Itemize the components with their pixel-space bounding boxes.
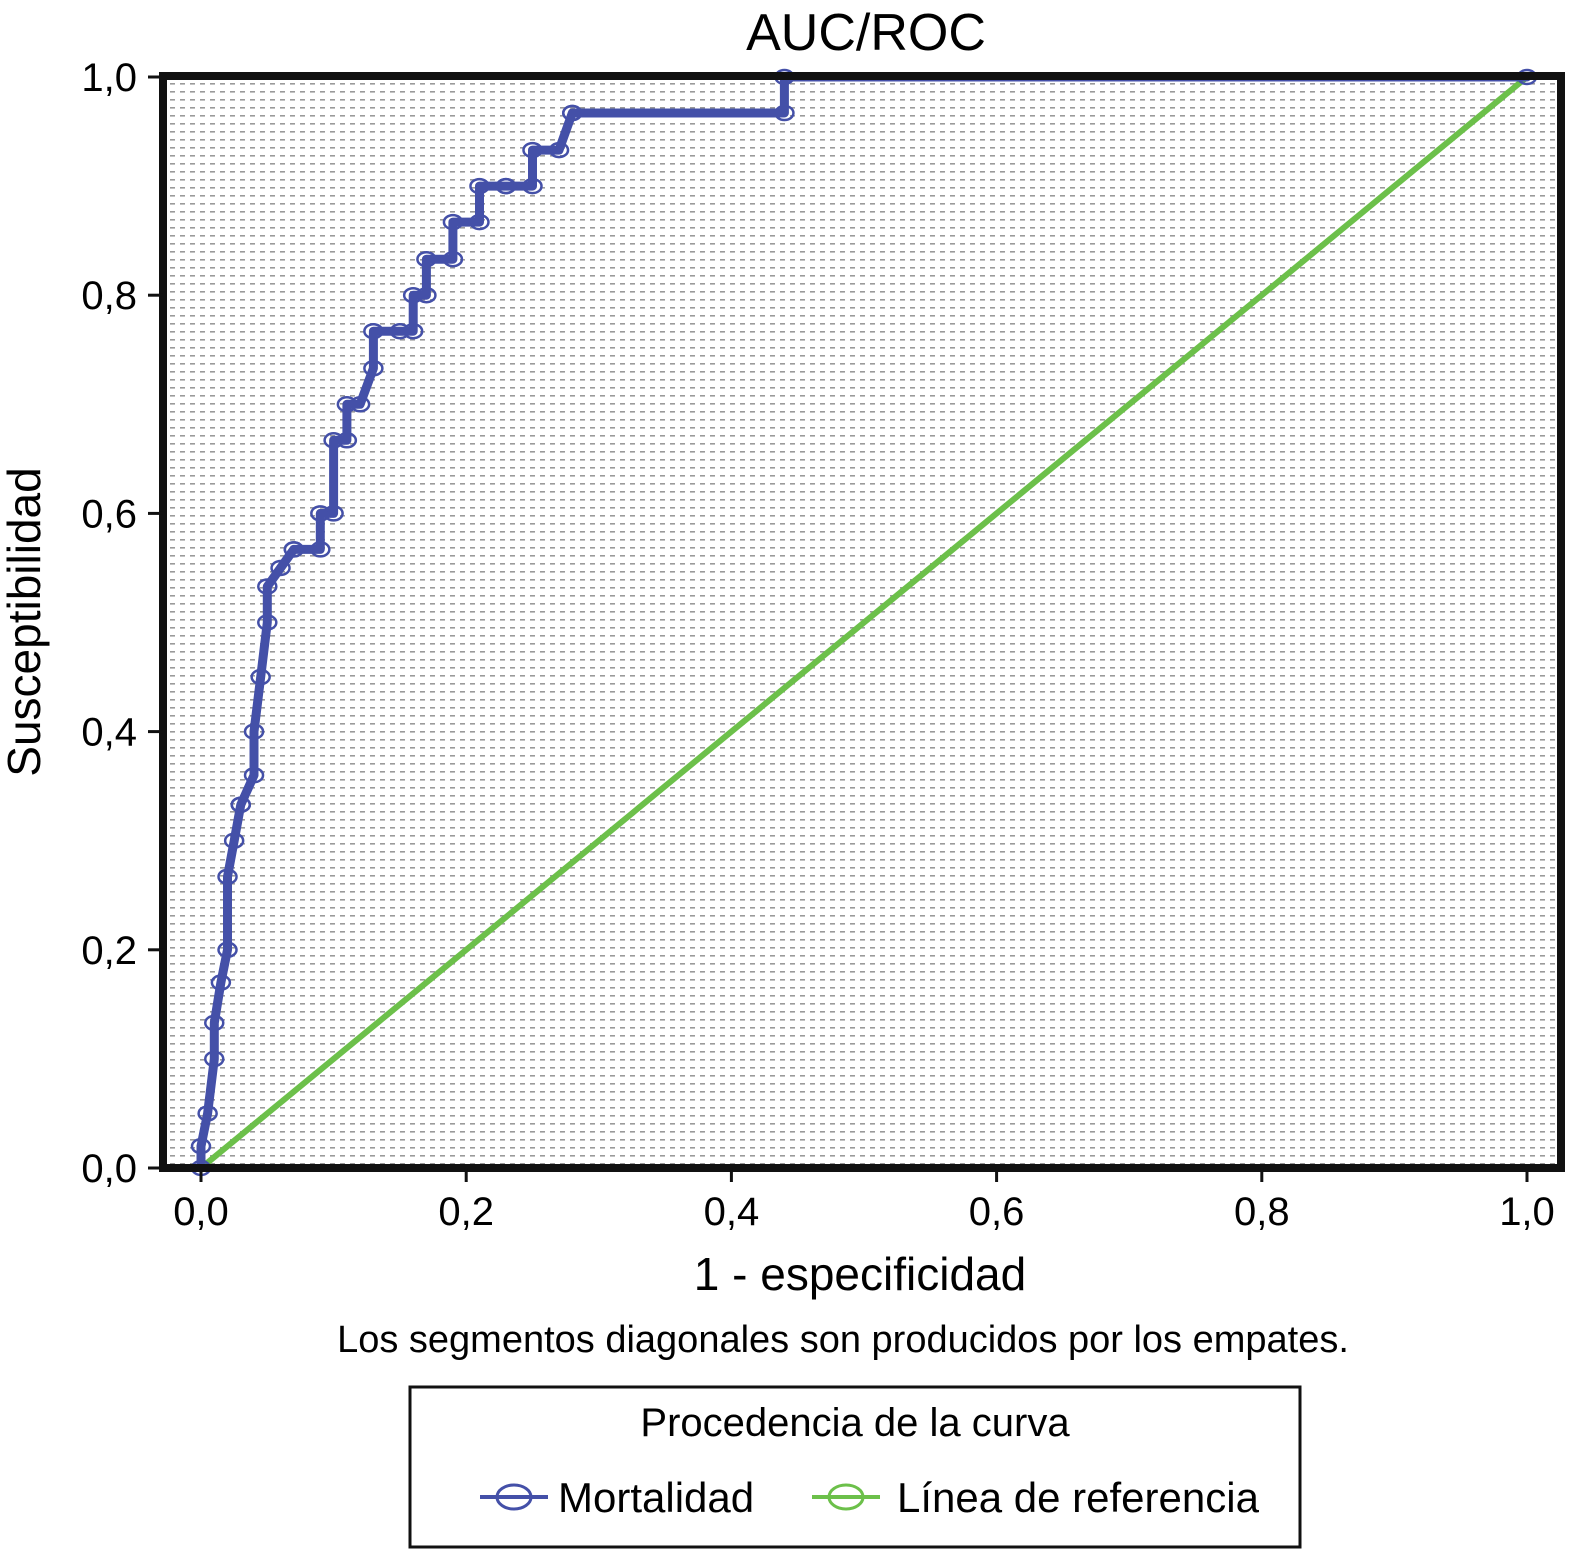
roc-point [243, 723, 265, 740]
y-tick-label: 0,4 [81, 711, 137, 755]
y-tick-label: 0,0 [81, 1147, 137, 1191]
x-tick-label: 0,6 [969, 1190, 1025, 1234]
roc-point [363, 322, 384, 340]
roc-point [310, 505, 331, 522]
roc-point [323, 505, 344, 522]
x-tick-label: 0,8 [1234, 1190, 1290, 1234]
roc-point [310, 541, 331, 558]
y-axis-label: Susceptibilidad [0, 467, 50, 776]
roc-point [223, 832, 245, 849]
legend-marker-referencia [827, 1483, 865, 1511]
series-layer [190, 68, 1538, 1177]
roc-point [217, 941, 238, 959]
roc-point [389, 322, 411, 340]
x-tick-label: 0,0 [173, 1190, 229, 1234]
roc-point [270, 559, 291, 577]
chart-title: AUC/ROC [746, 4, 986, 62]
roc-point [522, 177, 543, 195]
roc-point [204, 1050, 225, 1068]
roc-point [522, 141, 543, 159]
roc-point [469, 213, 490, 231]
roc-point [363, 360, 384, 377]
roc-point [190, 1137, 212, 1155]
y-tick-label: 0,8 [81, 274, 137, 318]
roc-point [495, 177, 517, 195]
chart-note: Los segmentos diagonales son producidos … [337, 1319, 1349, 1361]
legend-marker-mortalidad [495, 1483, 533, 1511]
roc-point [336, 396, 358, 413]
roc-point [336, 432, 358, 449]
roc-point [230, 796, 252, 813]
roc-point [323, 432, 344, 449]
roc-point [349, 396, 371, 413]
roc-point [402, 286, 424, 304]
y-tick-label: 1,0 [81, 56, 137, 100]
roc-point [204, 1014, 225, 1032]
roc-point [217, 868, 238, 885]
x-axis-ticks: 0,0 0,2 0,4 0,6 0,8 1,0 [173, 1168, 1555, 1234]
roc-point [562, 104, 583, 122]
roc-point [416, 250, 437, 268]
legend-item-referencia: Línea de referencia [812, 1474, 1260, 1521]
x-tick-label: 0,4 [704, 1190, 760, 1234]
legend-title: Procedencia de la curva [640, 1401, 1070, 1445]
roc-point [257, 614, 278, 631]
roc-point [548, 141, 570, 159]
y-axis-ticks: 0,0 0,2 0,4 0,6 0,8 1,0 [81, 56, 163, 1191]
plot-frame [159, 72, 1565, 1172]
legend-label-referencia: Línea de referencia [897, 1474, 1260, 1521]
x-axis-label: 1 - especificidad [694, 1248, 1026, 1300]
legend-item-mortalidad: Mortalidad [480, 1474, 754, 1521]
roc-point [283, 541, 305, 558]
roc-point [197, 1105, 218, 1122]
roc-curve-mortalidad [196, 72, 1532, 1173]
roc-point [250, 668, 271, 686]
legend-label-mortalidad: Mortalidad [558, 1474, 754, 1521]
reference-line [198, 74, 1530, 1171]
roc-point [442, 250, 464, 268]
roc-point [469, 177, 490, 195]
roc-point [210, 974, 232, 991]
roc-point [402, 322, 424, 340]
roc-point [774, 104, 795, 122]
y-tick-label: 0,2 [81, 929, 137, 973]
y-tick-label: 0,6 [81, 492, 137, 536]
roc-point [257, 578, 278, 595]
legend-box [408, 1385, 1302, 1549]
x-tick-label: 0,2 [438, 1190, 494, 1234]
roc-point [442, 213, 464, 231]
roc-point [243, 766, 265, 784]
x-tick-label: 1,0 [1499, 1190, 1555, 1234]
roc-point [416, 286, 437, 304]
legend: Procedencia de la curva Mortalidad Línea… [408, 1385, 1302, 1549]
